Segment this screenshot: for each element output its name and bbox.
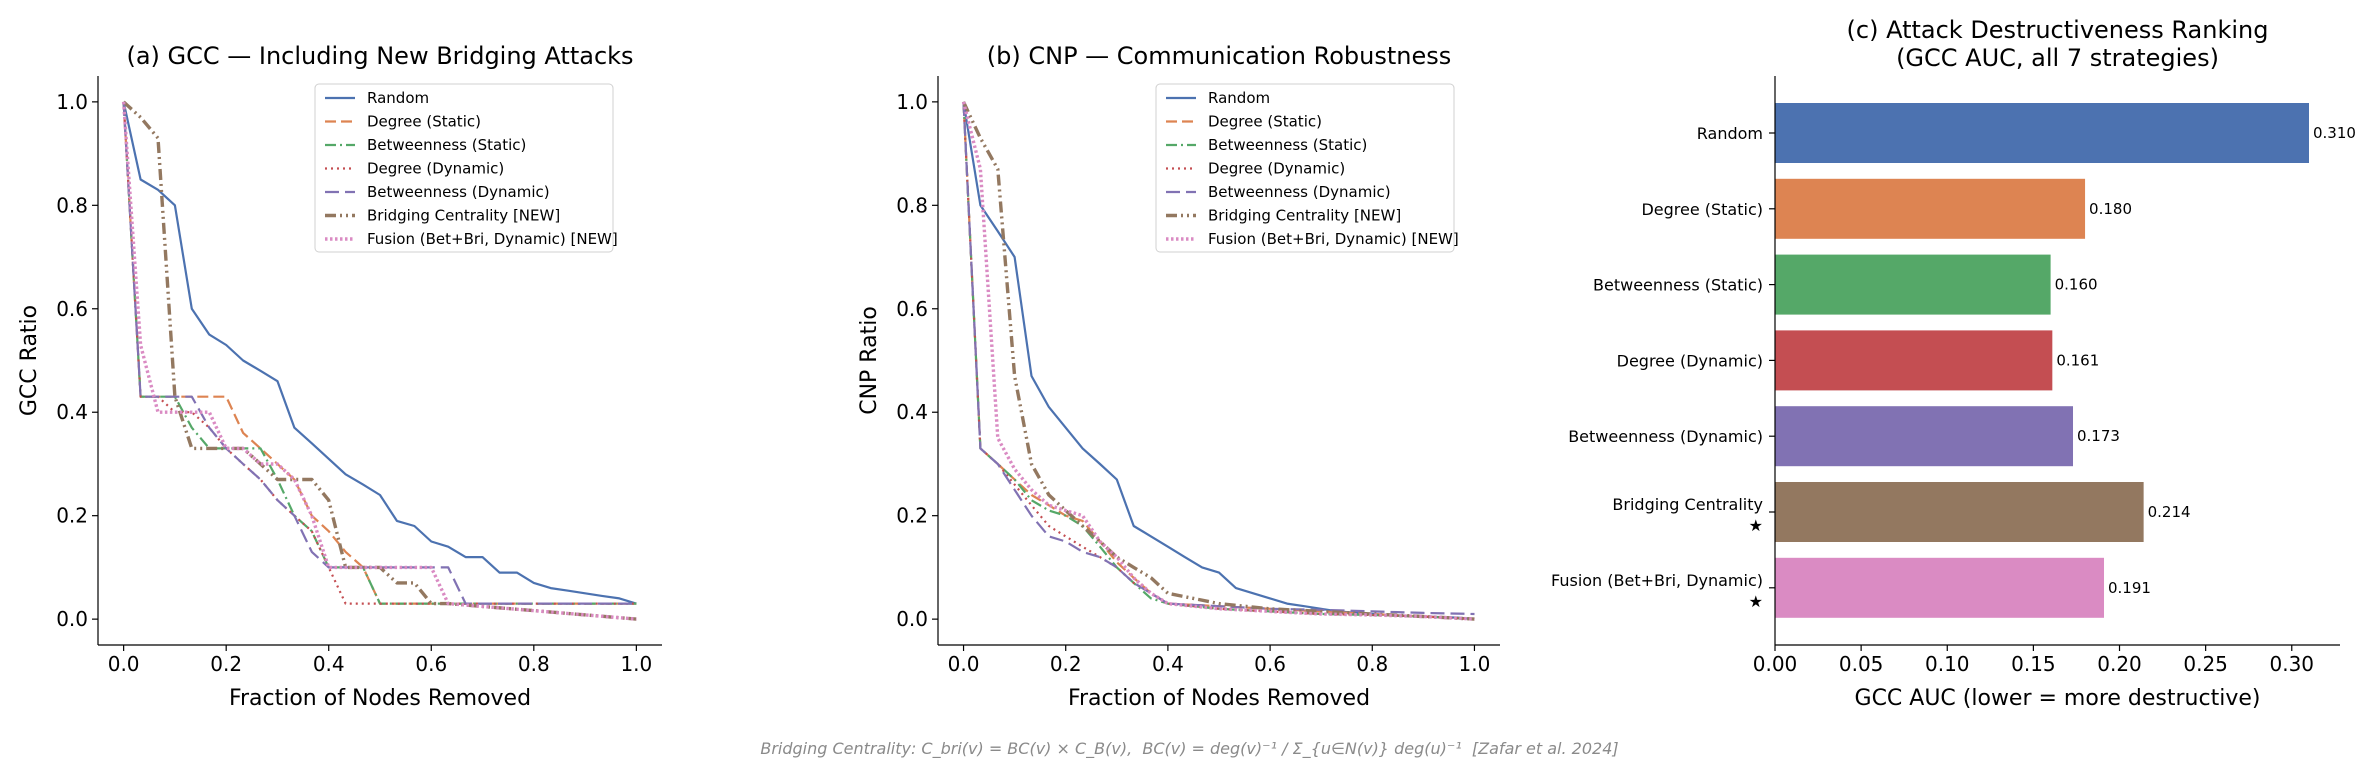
panel-b-x-tick-label-2: 0.4 bbox=[1152, 652, 1184, 676]
panel-b-legend-label-6: Fusion (Bet+Bri, Dynamic) [NEW] bbox=[1208, 230, 1459, 248]
panel-c-bar-1 bbox=[1775, 178, 2086, 239]
panel-b-y-tick-label-3: 0.6 bbox=[896, 297, 928, 321]
panel-a-x-tick-label-4: 0.8 bbox=[518, 652, 550, 676]
panel-a-legend-label-2: Betweenness (Static) bbox=[367, 136, 526, 154]
panel-c-category-label-3: Degree (Dynamic) bbox=[1617, 351, 1763, 370]
panel-a-y-tick-label-2: 0.4 bbox=[56, 400, 88, 424]
panel-b-x-tick-label-0: 0.0 bbox=[948, 652, 980, 676]
panel-c-x-tick-label-5: 0.25 bbox=[2183, 652, 2228, 676]
panel-c-category-label-2: Betweenness (Static) bbox=[1593, 276, 1763, 295]
panel-c-category-label-5: Bridging Centrality bbox=[1612, 495, 1763, 514]
panel-a-x-tick-label-1: 0.2 bbox=[210, 652, 242, 676]
panel-b-y-tick-label-0: 0.0 bbox=[896, 607, 928, 631]
panel-a-x-tick-label-2: 0.4 bbox=[313, 652, 345, 676]
panel-a-y-tick-label-1: 0.2 bbox=[56, 504, 88, 528]
panel-b-chart: 0.0 0.2 0.4 0.6 0.8 1.0 0.0 0.2 0.4 0.6 0.8 1.0 (b) … bbox=[857, 42, 1500, 711]
panel-c-title: (c) Attack Destructiveness Ranking bbox=[1847, 16, 2269, 44]
panel-a-legend-label-0: Random bbox=[367, 89, 429, 107]
panel-a-y-tick-label-5: 1.0 bbox=[56, 90, 88, 114]
panel-a-x-tick-label-0: 0.0 bbox=[108, 652, 140, 676]
panel-c-x-tick-label-6: 0.30 bbox=[2270, 652, 2315, 676]
panel-c-subtitle: (GCC AUC, all 7 strategies) bbox=[1896, 44, 2219, 72]
panel-c-bar-value-label-2: 0.160 bbox=[2055, 276, 2098, 294]
panel-c-bar-value-label-1: 0.180 bbox=[2089, 200, 2132, 218]
panel-b-y-tick-label-4: 0.8 bbox=[896, 193, 928, 217]
panel-c-bar-0 bbox=[1775, 103, 2309, 163]
panel-c-bar-2 bbox=[1775, 254, 2051, 315]
panel-a-title: (a) GCC — Including New Bridging Attacks bbox=[126, 42, 633, 70]
panel-a-series-line-4 bbox=[122, 101, 637, 605]
panel-c-bar-4 bbox=[1775, 406, 2074, 467]
panel-b-x-tick-label-1: 0.2 bbox=[1050, 652, 1082, 676]
panel-b-y-tick-label-2: 0.4 bbox=[896, 400, 928, 424]
panel-a-series-line-0 bbox=[122, 101, 637, 605]
panel-a-legend-label-6: Fusion (Bet+Bri, Dynamic) [NEW] bbox=[367, 230, 618, 248]
panel-c-x-tick-label-4: 0.20 bbox=[2097, 652, 2142, 676]
panel-b-legend-label-3: Degree (Dynamic) bbox=[1208, 160, 1345, 178]
panel-a-x-tick-label-3: 0.6 bbox=[415, 652, 447, 676]
panel-b-series-line-3 bbox=[962, 101, 1475, 621]
panel-a-series-line-5 bbox=[122, 100, 637, 621]
panel-b-series-line-5 bbox=[961, 101, 1475, 621]
panel-a-legend-label-3: Degree (Dynamic) bbox=[367, 160, 504, 178]
panel-c-star-marker-6: ★ bbox=[1749, 592, 1763, 611]
panel-b-series-line-6 bbox=[961, 101, 1475, 621]
panel-b-x-tick-label-3: 0.6 bbox=[1254, 652, 1286, 676]
panel-b-y-tick-label-5: 1.0 bbox=[896, 90, 928, 114]
panel-b-series-line-2 bbox=[962, 101, 1475, 621]
panel-c-bar-3 bbox=[1775, 330, 2053, 391]
panel-a-legend-label-4: Betweenness (Dynamic) bbox=[367, 183, 550, 201]
panel-c-category-label-0: Random bbox=[1697, 124, 1763, 143]
panel-b-legend-box bbox=[1155, 83, 1455, 253]
panel-b-legend-label-2: Betweenness (Static) bbox=[1208, 136, 1367, 154]
panel-c-bar-value-label-5: 0.214 bbox=[2148, 503, 2191, 521]
panel-c-bar-value-label-0: 0.310 bbox=[2313, 124, 2356, 142]
panel-c-bar-value-label-4: 0.173 bbox=[2077, 427, 2120, 445]
panel-a-series-line-6 bbox=[121, 101, 637, 621]
panel-b-legend-label-4: Betweenness (Dynamic) bbox=[1208, 183, 1391, 201]
panel-c-bar-5 bbox=[1775, 482, 2144, 542]
panel-a-series-line-1 bbox=[122, 101, 637, 605]
footnote: Bridging Centrality: C_bri(v) = BC(v) × … bbox=[760, 739, 1619, 758]
panel-b-legend: Random Degree (Static) Betweenness (Static… bbox=[1155, 83, 1459, 253]
panel-c-x-axis-label: GCC AUC (lower = more destructive) bbox=[1855, 686, 2261, 711]
panel-c-x-tick-label-0: 0.00 bbox=[1753, 652, 1798, 676]
panel-a-legend-label-5: Bridging Centrality [NEW] bbox=[367, 207, 560, 225]
panel-b-x-axis-label: Fraction of Nodes Removed bbox=[1068, 686, 1370, 711]
panel-a-legend-box bbox=[314, 83, 614, 253]
panel-b-y-axis-label: CNP Ratio bbox=[857, 306, 882, 415]
panel-c-category-label-4: Betweenness (Dynamic) bbox=[1568, 427, 1763, 446]
panel-c-chart: 0.310 Random 0.180 Degree (Static) 0.160 Betw… bbox=[1551, 16, 2356, 711]
panel-b-legend-label-5: Bridging Centrality [NEW] bbox=[1208, 207, 1401, 225]
panel-c-bar-value-label-3: 0.161 bbox=[2056, 351, 2099, 369]
panel-b-y-tick-label-1: 0.2 bbox=[896, 504, 928, 528]
panel-c-bar-6 bbox=[1775, 557, 2105, 618]
panel-a-y-axis-label: GCC Ratio bbox=[17, 305, 42, 416]
panel-c-star-marker-5: ★ bbox=[1749, 516, 1763, 535]
panel-b-x-tick-label-5: 1.0 bbox=[1459, 652, 1491, 676]
panel-a-x-axis-label: Fraction of Nodes Removed bbox=[229, 686, 531, 711]
panel-a-y-tick-label-0: 0.0 bbox=[56, 607, 88, 631]
panel-c-x-tick-label-2: 0.10 bbox=[1925, 652, 1970, 676]
panel-a-y-tick-label-4: 0.8 bbox=[56, 193, 88, 217]
panel-b-legend-label-1: Degree (Static) bbox=[1208, 113, 1322, 131]
panel-a-chart: 0.0 0.2 0.4 0.6 0.8 1.0 0.0 0.2 0.4 0.6 0.8 1.0 (a) … bbox=[17, 42, 662, 711]
panel-a-x-tick-label-5: 1.0 bbox=[620, 652, 652, 676]
panel-c-category-label-1: Degree (Static) bbox=[1641, 200, 1763, 219]
panel-b-title: (b) CNP — Communication Robustness bbox=[987, 42, 1451, 70]
panel-a-legend: Random Degree (Static) Betweenness (Static… bbox=[314, 83, 618, 253]
panel-c-x-tick-label-3: 0.15 bbox=[2011, 652, 2056, 676]
panel-b-legend-label-0: Random bbox=[1208, 89, 1270, 107]
panel-a-legend-label-1: Degree (Static) bbox=[367, 113, 481, 131]
panel-a-y-tick-label-3: 0.6 bbox=[56, 297, 88, 321]
panel-c-x-tick-label-1: 0.05 bbox=[1839, 652, 1884, 676]
panel-c-bar-value-label-6: 0.191 bbox=[2108, 579, 2151, 597]
panel-c-category-label-6: Fusion (Bet+Bri, Dynamic) bbox=[1551, 571, 1763, 590]
panel-b-x-tick-label-4: 0.8 bbox=[1356, 652, 1388, 676]
